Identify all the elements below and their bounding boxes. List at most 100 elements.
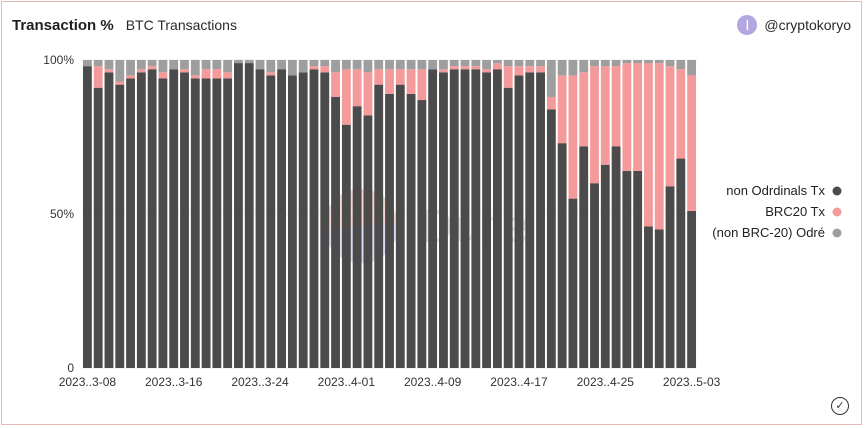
bar-segment-series-2[interactable] (644, 60, 653, 64)
bar-segment-series-0[interactable] (514, 75, 524, 369)
bar-segment-series-1[interactable] (320, 66, 330, 73)
bar-segment-series-0[interactable] (385, 93, 394, 368)
bar-segment-series-0[interactable] (644, 226, 653, 368)
bar-segment-series-0[interactable] (482, 72, 492, 368)
bar-segment-series-1[interactable] (568, 75, 578, 199)
legend-label[interactable]: non Odrdinals Tx (726, 183, 825, 198)
bar-segment-series-0[interactable] (266, 75, 276, 369)
bar-segment-series-0[interactable] (104, 72, 114, 368)
bar-segment-series-0[interactable] (287, 75, 297, 369)
bar-segment-series-0[interactable] (234, 63, 243, 368)
bar-segment-series-1[interactable] (492, 63, 502, 70)
bar-segment-series-0[interactable] (82, 66, 92, 368)
bar-segment-series-0[interactable] (568, 198, 578, 368)
bar-segment-series-1[interactable] (406, 69, 416, 94)
bar-segment-series-0[interactable] (600, 164, 610, 368)
bar-segment-series-2[interactable] (115, 60, 125, 82)
bar-segment-series-0[interactable] (298, 72, 308, 368)
bar-segment-series-2[interactable] (654, 60, 664, 64)
bar-segment-series-2[interactable] (503, 60, 513, 67)
bar-segment-series-2[interactable] (82, 60, 92, 67)
bar-segment-series-1[interactable] (331, 72, 340, 97)
legend-label[interactable]: (non BRC-20) Odré (712, 225, 825, 240)
bar-segment-series-0[interactable] (352, 106, 362, 368)
bar-segment-series-0[interactable] (395, 84, 405, 368)
bar-segment-series-0[interactable] (147, 69, 157, 369)
bar-segment-series-1[interactable] (341, 69, 351, 125)
bar-segment-series-2[interactable] (169, 60, 179, 70)
bar-segment-series-0[interactable] (169, 69, 179, 369)
bar-segment-series-0[interactable] (579, 146, 589, 368)
bar-segment-series-2[interactable] (201, 60, 211, 70)
bar-segment-series-2[interactable] (590, 60, 599, 67)
bar-segment-series-2[interactable] (223, 60, 233, 73)
bar-segment-series-2[interactable] (93, 60, 103, 67)
bar-segment-series-1[interactable] (654, 63, 664, 230)
bar-segment-series-1[interactable] (115, 81, 125, 85)
bar-segment-series-2[interactable] (234, 60, 243, 64)
bar-segment-series-1[interactable] (212, 69, 222, 79)
bar-segment-series-1[interactable] (93, 66, 103, 88)
bar-segment-series-2[interactable] (633, 60, 643, 64)
bar-segment-series-2[interactable] (331, 60, 340, 73)
bar-segment-series-0[interactable] (158, 78, 168, 368)
bar-segment-series-1[interactable] (223, 72, 233, 79)
bar-segment-series-2[interactable] (287, 60, 297, 76)
bar-segment-series-2[interactable] (611, 60, 621, 67)
bar-segment-series-0[interactable] (471, 69, 481, 369)
bar-segment-series-1[interactable] (557, 75, 567, 144)
author-name[interactable]: @cryptokoryo (764, 17, 851, 33)
bar-segment-series-1[interactable] (104, 69, 114, 73)
bar-segment-series-0[interactable] (546, 109, 556, 368)
bar-segment-series-2[interactable] (546, 60, 556, 97)
bar-segment-series-1[interactable] (633, 63, 643, 171)
bar-segment-series-1[interactable] (471, 66, 481, 70)
bar-segment-series-1[interactable] (514, 66, 524, 76)
bar-segment-series-1[interactable] (417, 69, 427, 101)
bar-segment-series-0[interactable] (417, 100, 427, 368)
bar-segment-series-2[interactable] (158, 60, 168, 73)
bar-segment-series-1[interactable] (546, 96, 556, 110)
bar-segment-series-1[interactable] (676, 69, 686, 159)
bar-segment-series-1[interactable] (136, 69, 146, 73)
bar-segment-series-2[interactable] (676, 60, 686, 70)
bar-segment-series-1[interactable] (201, 69, 211, 79)
bar-segment-series-1[interactable] (460, 66, 470, 70)
bar-segment-series-1[interactable] (147, 66, 157, 70)
bar-segment-series-1[interactable] (525, 66, 535, 73)
bar-segment-series-0[interactable] (536, 72, 545, 368)
bar-segment-series-2[interactable] (385, 60, 394, 70)
bar-segment-series-1[interactable] (374, 69, 384, 85)
bar-segment-series-0[interactable] (633, 170, 643, 368)
bar-segment-series-0[interactable] (180, 72, 189, 368)
bar-segment-series-0[interactable] (492, 69, 502, 369)
bar-segment-series-1[interactable] (126, 75, 135, 79)
bar-segment-series-1[interactable] (385, 69, 394, 94)
bar-segment-series-0[interactable] (428, 69, 438, 369)
bar-segment-series-2[interactable] (536, 60, 545, 67)
bar-segment-series-2[interactable] (579, 60, 589, 73)
bar-segment-series-2[interactable] (212, 60, 222, 70)
bar-segment-series-0[interactable] (244, 63, 254, 368)
bar-segment-series-2[interactable] (352, 60, 362, 70)
bar-segment-series-1[interactable] (644, 63, 653, 227)
bar-segment-series-2[interactable] (374, 60, 384, 70)
bar-segment-series-1[interactable] (363, 72, 373, 116)
bar-segment-series-2[interactable] (395, 60, 405, 70)
bar-segment-series-2[interactable] (104, 60, 114, 70)
bar-segment-series-1[interactable] (503, 66, 513, 88)
bar-segment-series-0[interactable] (590, 183, 599, 368)
bar-segment-series-0[interactable] (460, 69, 470, 369)
bar-segment-series-1[interactable] (266, 72, 276, 76)
bar-segment-series-2[interactable] (439, 60, 448, 70)
bar-segment-series-2[interactable] (277, 60, 287, 70)
bar-segment-series-2[interactable] (341, 60, 351, 70)
bar-segment-series-0[interactable] (665, 186, 675, 368)
bar-segment-series-0[interactable] (212, 78, 222, 368)
bar-segment-series-0[interactable] (406, 93, 416, 368)
bar-segment-series-2[interactable] (136, 60, 146, 70)
bar-segment-series-2[interactable] (428, 60, 438, 70)
bar-segment-series-2[interactable] (665, 60, 675, 67)
bar-segment-series-2[interactable] (298, 60, 308, 73)
bar-segment-series-2[interactable] (557, 60, 567, 76)
